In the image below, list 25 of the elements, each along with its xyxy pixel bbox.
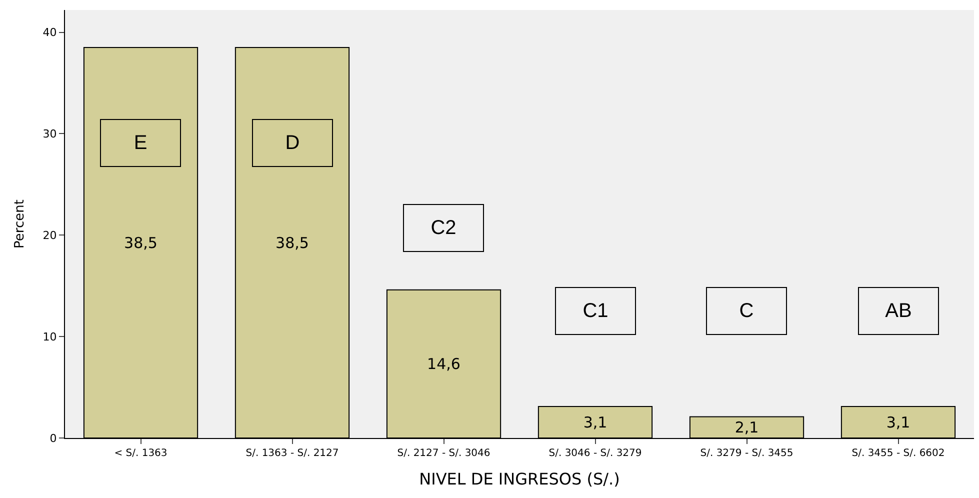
data-label: 3,1: [886, 413, 910, 432]
y-tick-label: 40: [42, 26, 57, 40]
annotation: C2: [430, 217, 456, 239]
y-tick-label: 20: [42, 229, 57, 242]
data-label: 2,1: [734, 418, 759, 436]
x-tick-label: S/. 3279 - S/. 3455: [700, 448, 794, 459]
annotation: D: [285, 132, 300, 154]
data-label: 38,5: [124, 234, 158, 252]
x-tick-label: S/. 2127 - S/. 3046: [397, 448, 490, 459]
annotation: C: [739, 300, 754, 322]
x-tick-label: < S/. 1363: [114, 448, 168, 459]
y-tick-label: 30: [42, 128, 57, 141]
x-tick-label: S/. 1363 - S/. 2127: [246, 448, 339, 459]
x-tick-label: S/. 3455 - S/. 6602: [852, 448, 945, 459]
annotation: AB: [885, 300, 912, 322]
y-axis-title: Percent: [12, 200, 28, 248]
annotation: E: [134, 132, 148, 154]
annotation: C1: [582, 300, 608, 322]
y-tick-label: 0: [50, 432, 57, 445]
x-tick-label: S/. 3046 - S/. 3279: [548, 448, 642, 459]
data-label: 14,6: [427, 354, 460, 373]
x-axis-title: NIVEL DE INGRESOS (S/.): [419, 470, 620, 489]
y-tick-label: 10: [42, 330, 57, 344]
data-label: 38,5: [276, 234, 309, 252]
data-label: 3,1: [583, 413, 608, 432]
